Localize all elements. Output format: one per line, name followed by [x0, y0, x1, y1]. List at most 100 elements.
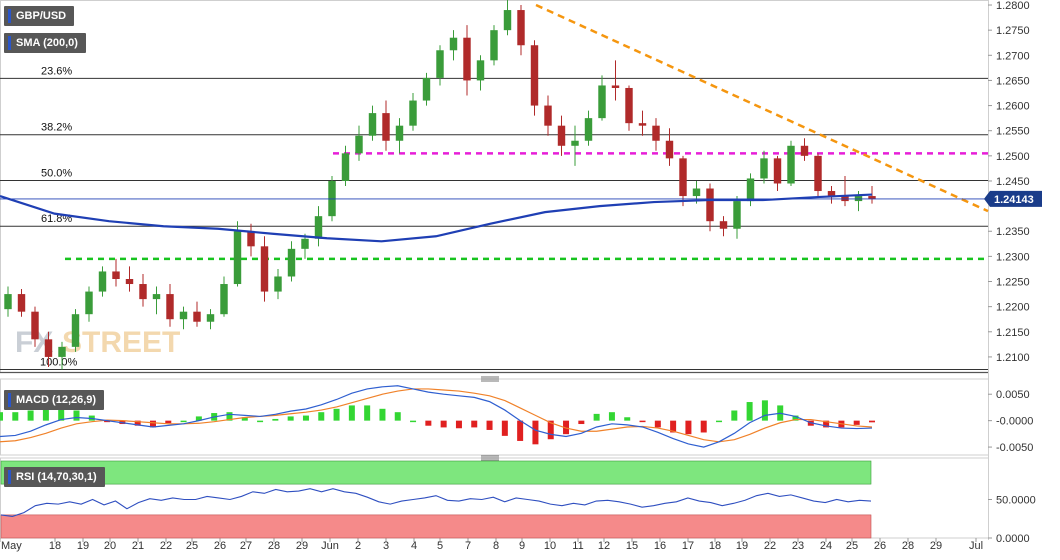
- date-tick-label: 25: [846, 540, 858, 552]
- candle-bullish: [476, 60, 485, 81]
- candle-bullish: [287, 248, 296, 277]
- macd-histogram-negative: [425, 420, 432, 426]
- candle-bearish: [517, 10, 525, 46]
- macd-histogram-positive: [73, 410, 80, 421]
- macd-histogram-positive: [257, 420, 264, 423]
- macd-histogram-positive: [58, 407, 65, 421]
- date-tick-label: 24: [820, 540, 832, 552]
- candle-bullish: [152, 294, 161, 300]
- date-tick-label: 28: [902, 540, 914, 552]
- candle-bullish: [355, 135, 363, 154]
- date-tick-label: 19: [736, 540, 748, 552]
- candle-bearish: [544, 105, 552, 126]
- macd-histogram-positive: [42, 407, 49, 421]
- candle-bullish: [692, 188, 701, 197]
- candle-bullish: [368, 113, 377, 136]
- macd-histogram-negative: [165, 420, 172, 424]
- candle-bearish: [112, 271, 120, 279]
- candle-bullish: [733, 201, 741, 229]
- sma-legend[interactable]: SMA (200,0): [4, 33, 86, 53]
- macd-histogram-negative: [501, 420, 508, 436]
- date-tick-label: 22: [764, 540, 776, 552]
- candle-bearish: [139, 284, 147, 300]
- date-tick-label: 19: [77, 540, 89, 552]
- date-tick-label: 26: [214, 540, 226, 552]
- macd-histogram-negative: [578, 420, 585, 425]
- macd-legend[interactable]: MACD (12,26,9): [4, 390, 105, 410]
- macd-tick-label: -0.0050: [996, 442, 1033, 454]
- candle-bearish: [382, 113, 390, 141]
- date-tick-label: 18: [709, 540, 721, 552]
- macd-histogram-positive: [379, 408, 386, 421]
- macd-histogram-positive: [195, 416, 202, 421]
- macd-histogram-negative: [685, 420, 692, 435]
- date-tick-label: 17: [682, 540, 694, 552]
- candle-bullish: [422, 77, 431, 101]
- macd-histogram-positive: [792, 415, 799, 421]
- candle-bullish: [760, 158, 768, 179]
- candle-bullish: [584, 118, 593, 141]
- macd-histogram-negative: [823, 420, 830, 428]
- rsi-legend[interactable]: RSI (14,70,30,1): [4, 467, 105, 487]
- candle-bearish: [665, 140, 674, 159]
- candle-bullish: [395, 125, 404, 141]
- descending-trendline: [535, 3, 989, 213]
- candle-bearish: [800, 145, 809, 156]
- macd-histogram-positive: [624, 417, 631, 421]
- rsi-line: [0, 488, 872, 518]
- candle-bearish: [530, 45, 539, 106]
- date-tick-label: 8: [493, 540, 499, 552]
- macd-histogram-negative: [654, 420, 661, 428]
- macd-histogram-positive: [608, 412, 615, 421]
- sma-200-line: [0, 193, 873, 243]
- fibonacci-level-label: 38.2%: [41, 122, 72, 134]
- macd-signal-line: [0, 388, 873, 443]
- macd-histogram-negative: [700, 420, 707, 433]
- candle-bullish: [598, 85, 606, 119]
- macd-histogram-positive: [410, 420, 417, 423]
- candle-bearish: [719, 221, 728, 229]
- date-tick-label: 26: [874, 540, 886, 552]
- candle-bearish: [166, 294, 174, 320]
- macd-histogram-positive: [12, 412, 19, 421]
- pane-resize-handle[interactable]: [481, 376, 499, 382]
- price-tick-label: 1.2200: [996, 302, 1030, 314]
- candle-bearish: [652, 125, 660, 141]
- macd-histogram-positive: [333, 408, 340, 421]
- macd-histogram-positive: [180, 420, 187, 423]
- macd-histogram-negative: [670, 420, 677, 433]
- rsi-tick-label: 0.0000: [996, 533, 1030, 545]
- macd-histogram-positive: [731, 410, 738, 421]
- candle-bearish: [814, 155, 822, 192]
- candle-bullish: [746, 178, 755, 202]
- candle-bearish: [17, 294, 26, 312]
- macd-histogram-positive: [226, 412, 233, 421]
- price-tick-label: 1.2300: [996, 251, 1030, 263]
- symbol-legend[interactable]: GBP/USD: [4, 6, 75, 26]
- candle-bearish: [247, 231, 255, 247]
- macd-histogram-positive: [272, 418, 279, 421]
- candle-bullish: [449, 37, 458, 51]
- pane-resize-handle[interactable]: [481, 455, 499, 461]
- candle-bullish: [179, 311, 188, 320]
- macd-panel-frame: [0, 378, 989, 456]
- macd-line: [0, 385, 873, 448]
- candle-bearish: [193, 311, 201, 322]
- date-tick-label: 16: [654, 540, 666, 552]
- date-tick-label: Jul: [969, 540, 983, 552]
- candle-bullish: [503, 10, 512, 31]
- candle-bullish: [436, 50, 444, 78]
- macd-histogram-negative: [149, 420, 156, 428]
- price-tick-label: 1.2450: [996, 176, 1030, 188]
- price-tick-label: 1.2150: [996, 327, 1030, 339]
- candle-bullish: [206, 314, 215, 322]
- price-tick-label: 1.2600: [996, 101, 1030, 113]
- candle-bearish: [463, 37, 471, 81]
- price-tick-label: 1.2550: [996, 126, 1030, 138]
- macd-histogram-negative: [455, 420, 462, 429]
- date-tick-label: 5: [437, 540, 443, 552]
- candle-bullish: [301, 238, 309, 249]
- candle-bearish: [868, 196, 876, 200]
- candle-bullish: [409, 100, 417, 126]
